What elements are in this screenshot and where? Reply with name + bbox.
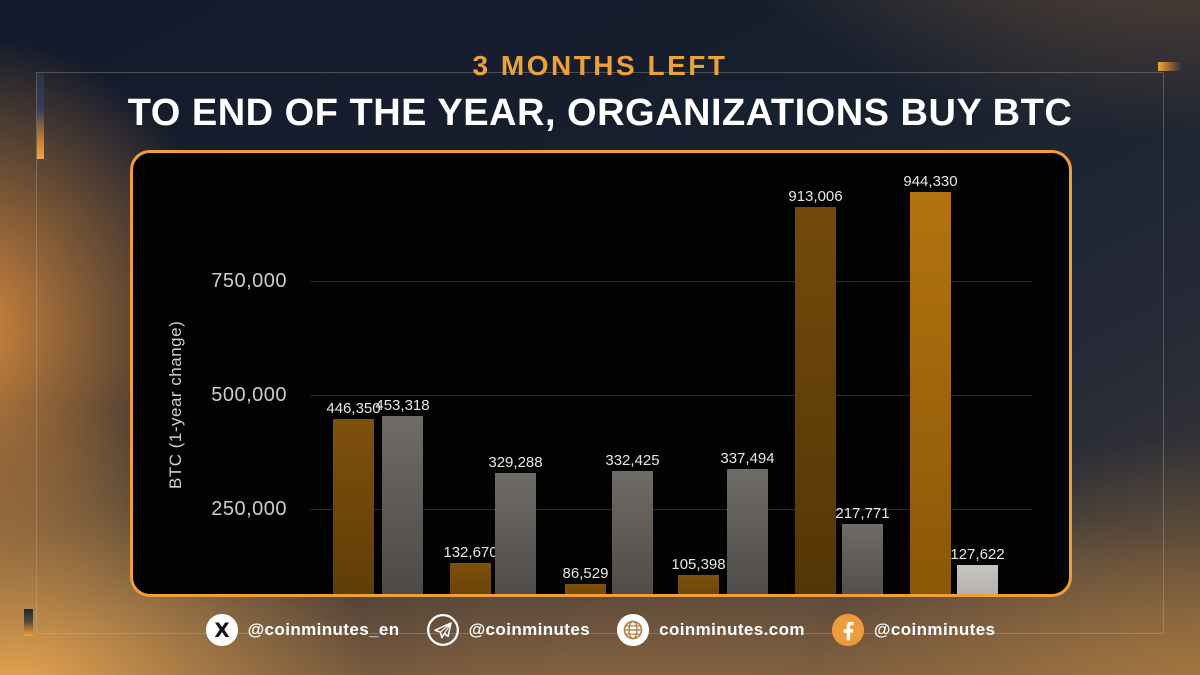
bar-value-label: 105,398	[671, 555, 726, 573]
bar-orange	[795, 206, 836, 594]
bar-value-label: 332,425	[605, 452, 660, 470]
social-footer: X @coinminutes_en @coinminutes	[0, 606, 1200, 654]
bar-value-label: 913,006	[788, 187, 843, 205]
decor-accent-top-left	[37, 73, 44, 159]
bar-value-label: 453,318	[375, 397, 430, 415]
decor-accent-bottom-left	[24, 609, 33, 636]
bar-gray	[727, 469, 768, 594]
bar-value-label: 944,330	[903, 173, 958, 191]
y-tick-label: 250,000	[211, 498, 287, 520]
decor-frame	[36, 72, 1164, 634]
bar-gray	[382, 416, 423, 594]
bar-value-label: 329,288	[488, 453, 543, 471]
svg-text:X: X	[214, 619, 229, 642]
bar-orange	[678, 574, 719, 594]
social-handle: coinminutes.com	[659, 620, 805, 639]
social-item-website[interactable]: coinminutes.com	[616, 613, 805, 647]
bar-gray	[495, 472, 536, 594]
gridline	[310, 395, 1032, 396]
social-handle: @coinminutes	[468, 620, 591, 639]
y-tick-label: 750,000	[211, 270, 287, 292]
social-item-telegram[interactable]: @coinminutes	[426, 613, 591, 647]
kicker-title: 3 MONTHS LEFT	[472, 50, 728, 81]
decor-accent-top-right	[1158, 62, 1182, 71]
social-item-x[interactable]: X @coinminutes_en	[205, 613, 400, 647]
globe-icon	[616, 613, 650, 647]
bar-value-label: 86,529	[562, 564, 609, 582]
y-tick-label: 500,000	[211, 384, 287, 406]
bar-gray	[612, 471, 653, 594]
social-handle: @coinminutes	[873, 620, 996, 639]
bar-value-label: 217,771	[835, 504, 890, 522]
bar-orange	[450, 562, 491, 594]
gridline	[310, 509, 1032, 510]
bar-orange	[565, 583, 606, 594]
bar-gray	[842, 523, 883, 594]
plot-area: 250,000 500,000 750,000 446,350 453,318 132,6…	[133, 153, 1069, 594]
chart-panel: BTC (1-year change) 250,000 500,000 750,00…	[130, 150, 1072, 597]
x-icon: X	[205, 613, 239, 647]
page-title: TO END OF THE YEAR, ORGANIZATIONS BUY BT…	[127, 92, 1073, 134]
social-handle: @coinminutes_en	[247, 620, 400, 639]
bar-value-label: 446,350	[326, 400, 381, 418]
bar-value-label: 127,622	[950, 545, 1005, 563]
facebook-icon	[831, 613, 865, 647]
bar-gray-highlight	[957, 564, 998, 594]
bar-orange	[333, 419, 374, 594]
bar-value-label: 132,670	[443, 543, 498, 561]
gridline	[310, 281, 1032, 282]
social-item-facebook[interactable]: @coinminutes	[831, 613, 996, 647]
bar-value-label: 337,494	[720, 450, 775, 468]
telegram-icon	[426, 613, 460, 647]
bar-orange-highlight	[910, 192, 951, 594]
